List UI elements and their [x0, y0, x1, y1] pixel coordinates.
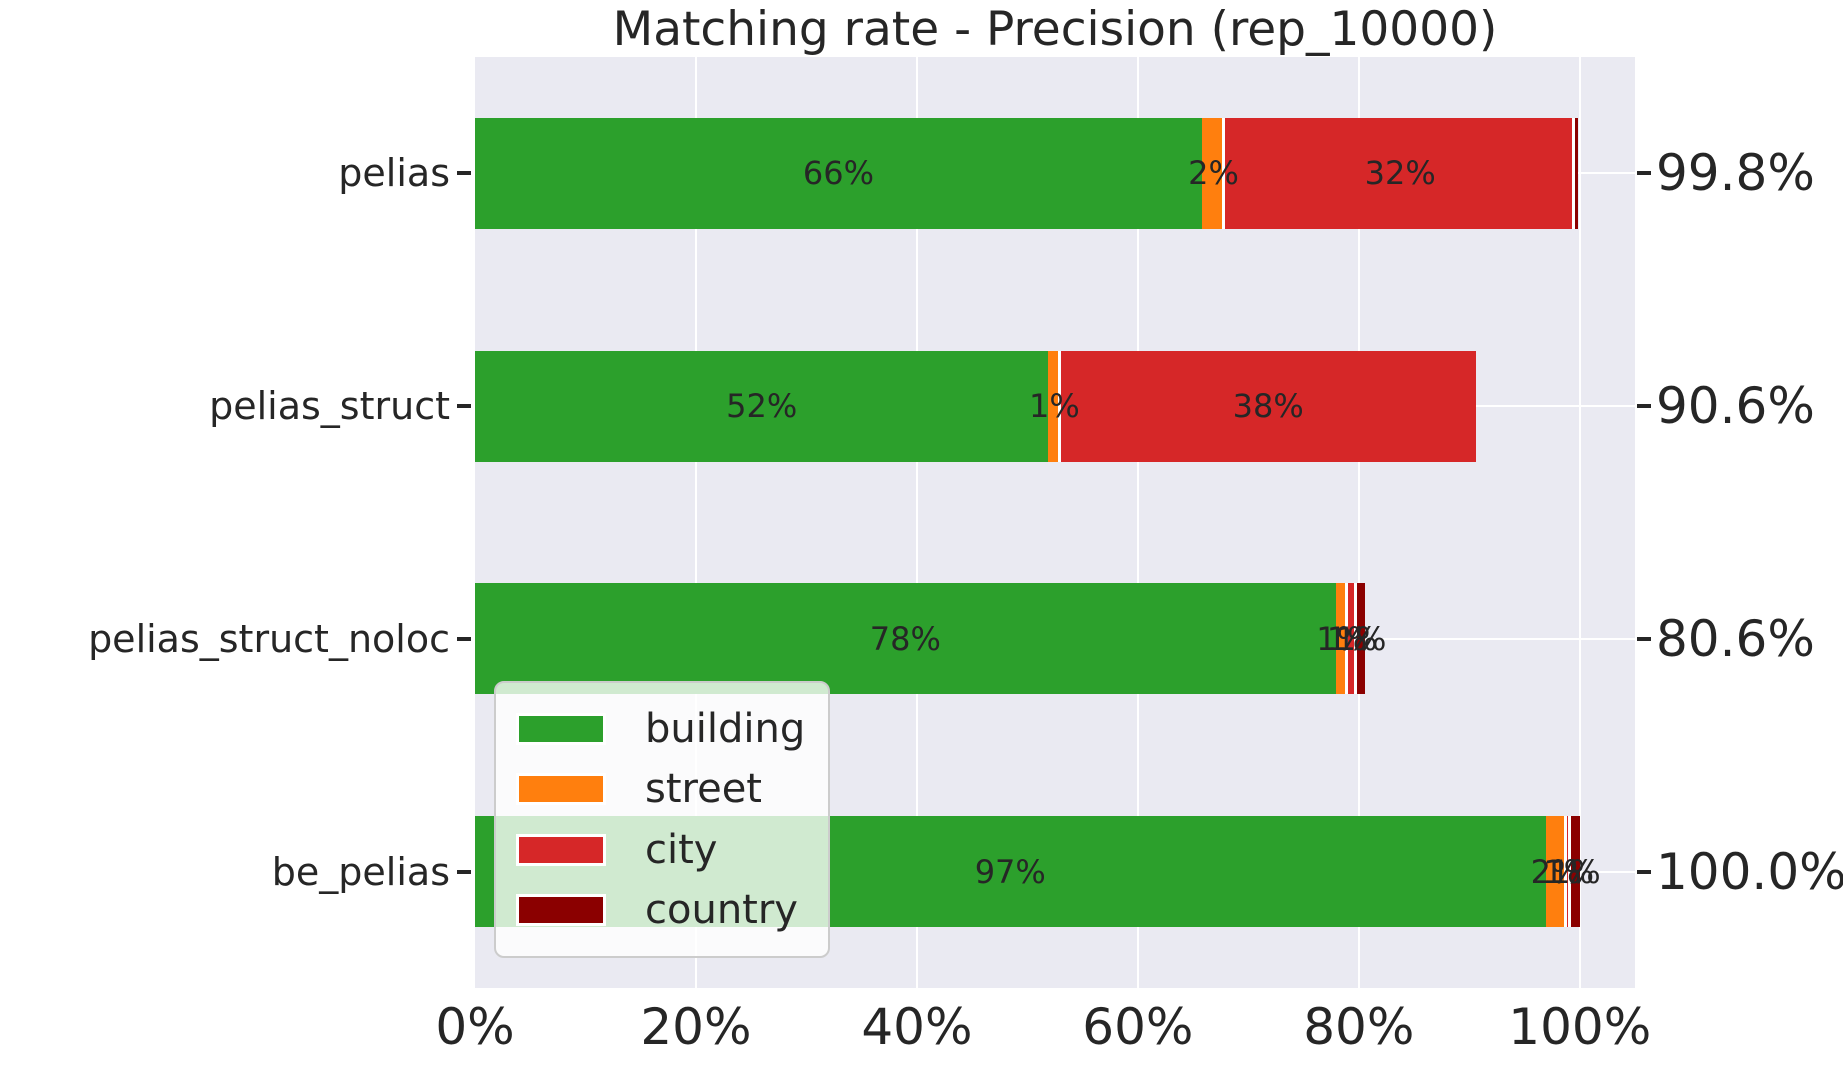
legend-label: street	[645, 766, 762, 813]
legend-item-street: street	[516, 766, 828, 812]
bar-value-label: 1%	[1316, 619, 1368, 658]
ytick-label-total: 80.6%	[1656, 609, 1815, 668]
ytick-label-category: pelias	[338, 151, 450, 196]
bar-segment-building	[475, 350, 1049, 462]
bar-value-label: 32%	[1364, 154, 1436, 193]
ytick-label-total: 90.6%	[1656, 377, 1815, 436]
bar-segment-building	[475, 117, 1202, 229]
bar-segment-city	[1344, 583, 1357, 695]
legend-swatch-building	[516, 712, 606, 745]
bar-segment-street	[1201, 117, 1226, 229]
ytick-label-category: pelias_struct	[209, 384, 450, 429]
gridline-vertical	[694, 57, 697, 988]
bar-segment-country	[1567, 816, 1580, 928]
gridline-vertical	[1357, 57, 1360, 988]
ytick-mark	[457, 636, 471, 641]
bar-segment-city	[1222, 117, 1576, 229]
ytick-mark-right	[1637, 404, 1651, 409]
gridline-vertical	[1578, 57, 1581, 988]
bar-value-label: 1%	[1029, 387, 1080, 426]
legend-label: building	[645, 705, 806, 752]
legend: building street city country	[494, 681, 830, 958]
bar-value-label: 52%	[726, 387, 798, 426]
bar-value-label: 1%	[1335, 619, 1387, 658]
ytick-mark	[457, 869, 471, 874]
bar-value-label: 97%	[974, 852, 1046, 891]
bar-segment-building	[475, 583, 1336, 695]
xtick-label: 0%	[435, 998, 515, 1056]
xtick-label: 20%	[640, 998, 752, 1056]
ytick-mark-right	[1637, 171, 1651, 176]
bar-segment-city	[1057, 350, 1476, 462]
bar-segment-country	[1353, 583, 1366, 695]
bar-value-label: 78%	[869, 619, 941, 658]
ytick-label-category: be_pelias	[271, 849, 450, 894]
bar-segment-street	[1335, 583, 1348, 695]
ytick-label-total: 100.0%	[1656, 842, 1843, 901]
xtick-label: 40%	[861, 998, 973, 1056]
bar-value-label: 2%	[1188, 154, 1239, 193]
gridline-vertical	[915, 57, 918, 988]
bar-segment-country	[1572, 117, 1578, 229]
xtick-label: 100%	[1508, 998, 1652, 1056]
bar-segment-street	[1048, 350, 1061, 462]
bar-value-label: 66%	[802, 154, 875, 193]
ytick-label-total: 99.8%	[1656, 144, 1815, 203]
gridline-vertical	[1136, 57, 1139, 988]
bar-value-label: 38%	[1232, 387, 1304, 426]
ytick-label-category: pelias_struct_noloc	[88, 616, 450, 661]
ytick-mark-right	[1637, 869, 1651, 874]
legend-swatch-country	[516, 894, 606, 927]
ytick-mark-right	[1637, 636, 1651, 641]
ytick-mark	[457, 404, 471, 409]
bar-value-label: 1%	[1543, 852, 1595, 891]
bar-value-label: 2%	[1530, 852, 1582, 891]
xtick-label: 60%	[1082, 998, 1194, 1056]
legend-item-building: building	[516, 706, 828, 752]
chart-title: Matching rate - Precision (rep_10000)	[612, 2, 1498, 57]
legend-label: city	[645, 826, 718, 873]
bar-value-label: 1%	[1326, 619, 1378, 658]
xtick-label: 80%	[1303, 998, 1415, 1056]
legend-item-country: country	[516, 887, 828, 933]
bar-segment-city	[1563, 816, 1571, 928]
legend-swatch-city	[516, 833, 606, 866]
ytick-mark	[457, 171, 471, 176]
legend-swatch-street	[516, 773, 606, 806]
legend-label: country	[645, 887, 798, 934]
bar-value-label: 1%	[1549, 852, 1601, 891]
legend-item-city: city	[516, 827, 828, 873]
bar-segment-street	[1545, 816, 1567, 928]
